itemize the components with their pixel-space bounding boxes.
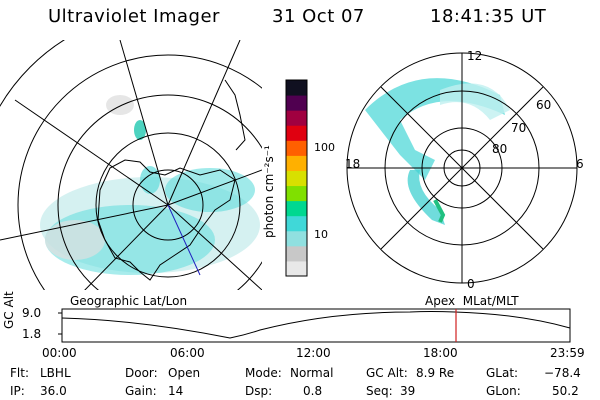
apex-diagonal-2: [380, 86, 544, 250]
colorbar-swatch: [286, 140, 307, 156]
gcalt-label: GC Alt:: [366, 366, 408, 380]
mode-label: Mode:: [245, 366, 282, 380]
time-tick-2: 12:00: [296, 346, 331, 360]
geographic-caption: Geographic Lat/Lon: [70, 294, 188, 308]
colorbar-swatch: [286, 125, 307, 141]
colorbar-swatch: [286, 170, 307, 187]
ip-label: IP:: [10, 384, 25, 398]
dsp-value: 0.8: [303, 384, 323, 398]
filter-value: LBHL: [40, 366, 71, 380]
coastline-north: [224, 79, 246, 151]
gain-label: Gain:: [125, 384, 157, 398]
time-tick-4: 23:59: [550, 346, 585, 360]
instrument-title: Ultraviolet Imager: [48, 6, 220, 27]
colorbar-unit-label: photon cm⁻²s⁻¹: [262, 145, 276, 238]
dsp-label: Dsp:: [245, 384, 273, 398]
ip-value: 36.0: [40, 384, 67, 398]
glon-label: GLon:: [486, 384, 521, 398]
gain-value: 14: [168, 384, 184, 398]
colorbar-swatch: [286, 185, 307, 202]
apex-caption: Apex MLat/MLT: [425, 294, 519, 308]
colorbar-swatch: [286, 215, 307, 232]
colorbar-swatch: [286, 110, 307, 126]
colorbar-swatch: [286, 245, 307, 262]
mlt-label-18: 18: [345, 157, 361, 171]
geographic-map: [0, 40, 262, 290]
apex-map: [346, 52, 578, 284]
seq-label: Seq:: [366, 384, 393, 398]
coastline: [97, 159, 236, 281]
date-label: 31 Oct 07: [272, 6, 365, 27]
colorbar-swatch: [286, 200, 307, 217]
colorbar-swatch: [286, 260, 307, 277]
colorbar-swatch: [286, 230, 307, 247]
time-tick-3: 18:00: [423, 346, 458, 360]
altitude-ytick-high: 9.0: [22, 306, 42, 320]
apex-emission-region: [365, 78, 510, 225]
glon-value: 50.2: [552, 384, 579, 398]
time-tick-1: 06:00: [170, 346, 205, 360]
time-tick-0: 00:00: [42, 346, 77, 360]
seq-value: 39: [400, 384, 416, 398]
colorbar-swatch: [286, 155, 307, 171]
latitude-circles: [0, 40, 262, 290]
mlat-label-70: 70: [511, 121, 527, 135]
altitude-ytick-low: 1.8: [22, 327, 42, 341]
door-label: Door:: [125, 366, 158, 380]
mode-value: Normal: [290, 366, 334, 380]
colorbar-tick-100: 100: [314, 141, 335, 154]
mlat-label-80: 80: [492, 142, 508, 156]
filter-label: Flt:: [10, 366, 29, 380]
orbit-track: [167, 204, 201, 276]
meridian-lines: [0, 40, 262, 290]
colorbar: [285, 79, 308, 277]
altitude-ylabel: GC Alt: [2, 291, 16, 329]
time-label: 18:41:35 UT: [430, 6, 547, 27]
mlt-label-6: 6: [576, 157, 584, 171]
altitude-plot: [58, 308, 571, 343]
colorbar-swatch: [286, 95, 307, 111]
door-value: Open: [168, 366, 201, 380]
altitude-curve: [61, 311, 571, 339]
mlt-label-12: 12: [467, 49, 483, 63]
glat-label: GLat:: [486, 366, 519, 380]
mlt-label-0: 0: [467, 277, 475, 291]
altitude-plot-frame: [61, 308, 571, 343]
gcalt-value: 8.9 Re: [416, 366, 455, 380]
geographic-emission-region: [40, 95, 260, 275]
colorbar-swatch: [286, 80, 307, 96]
mlat-label-60: 60: [536, 98, 552, 112]
colorbar-tick-10: 10: [314, 228, 328, 241]
glat-value: −78.4: [544, 366, 581, 380]
